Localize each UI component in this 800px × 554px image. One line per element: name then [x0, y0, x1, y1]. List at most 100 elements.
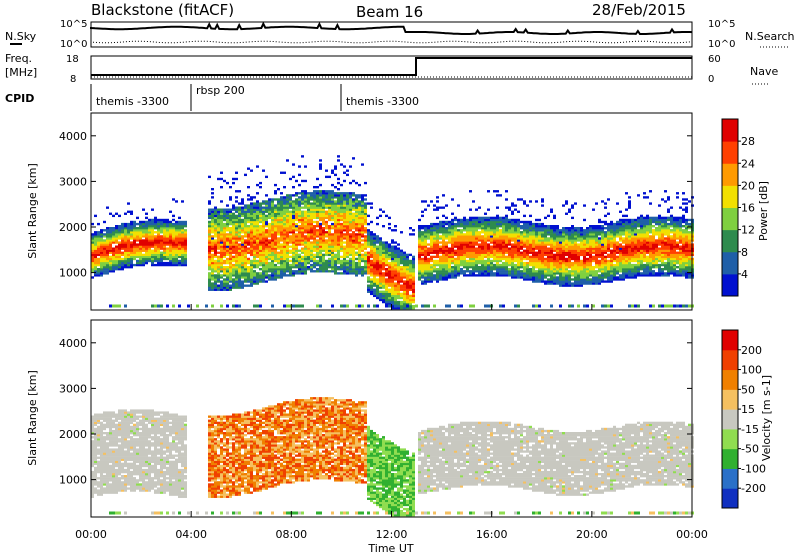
power-cell: [577, 237, 580, 240]
power-cell: [385, 268, 388, 271]
power-cell: [550, 253, 553, 257]
power-cell: [151, 259, 154, 263]
power-cell: [355, 202, 358, 205]
power-cell: [322, 222, 325, 226]
power-cell: [340, 239, 343, 242]
power-cell: [241, 268, 244, 271]
power-cell: [337, 239, 340, 242]
power-cell: [328, 253, 331, 257]
power-cell: [340, 196, 343, 199]
power-cell: [544, 227, 547, 230]
power-cell: [463, 218, 466, 222]
power-cell: [532, 276, 535, 279]
power-cell: [334, 192, 337, 195]
power-cell: [388, 298, 391, 302]
power-cell: [277, 270, 280, 273]
power-cell: [265, 272, 268, 275]
power-cell: [331, 270, 334, 273]
power-cell: [316, 198, 319, 201]
power-cell: [544, 270, 547, 273]
power-cell: [487, 225, 490, 228]
power-cell: [220, 241, 223, 244]
power-cell: [574, 239, 577, 242]
power-cell: [214, 255, 217, 259]
power-cell: [313, 253, 316, 257]
power-cell: [343, 235, 346, 238]
power-cell: [277, 208, 280, 211]
power-cell: [154, 243, 157, 246]
power-cell: [502, 274, 505, 277]
power-cell: [337, 235, 340, 238]
power-cell: [583, 204, 586, 207]
power-cell: [223, 214, 226, 218]
power-cell: [289, 235, 292, 238]
power-cell: [340, 204, 343, 207]
power-cell: [505, 274, 508, 277]
power-cell: [259, 239, 262, 242]
power-cell: [484, 225, 487, 228]
power-cell: [382, 278, 385, 281]
power-cell: [124, 247, 127, 250]
power-cell: [259, 272, 262, 275]
power-cell: [253, 255, 256, 259]
power-cell: [544, 280, 547, 283]
power-cell: [448, 257, 451, 261]
power-cell: [514, 272, 517, 275]
power-cell: [367, 268, 370, 271]
power-cell: [397, 302, 400, 306]
power-cell: [208, 249, 211, 252]
power-cell: [133, 243, 136, 246]
power-cell: [580, 249, 583, 252]
power-cell: [400, 288, 403, 291]
power-cell: [292, 163, 295, 166]
power-cell: [394, 294, 397, 298]
power-cell: [484, 227, 487, 230]
power-cell: [259, 253, 262, 257]
power-cell: [472, 239, 475, 242]
power-cell: [319, 206, 322, 209]
power-cell: [229, 186, 232, 189]
power-cell: [325, 212, 328, 215]
power-cell: [559, 259, 562, 263]
power-cell: [538, 276, 541, 279]
power-cell: [583, 251, 586, 254]
power-cell: [208, 251, 211, 254]
power-cell: [391, 259, 394, 263]
power-cell: [334, 229, 337, 232]
power-cell: [436, 253, 439, 257]
power-cell: [217, 280, 220, 283]
power-cell: [244, 231, 247, 234]
power-cell: [295, 202, 298, 205]
power-cell: [214, 229, 217, 232]
power-cell: [388, 304, 391, 308]
power-cell: [481, 259, 484, 263]
power-cell: [460, 220, 463, 224]
power-cell: [280, 247, 283, 250]
power-cell: [310, 245, 313, 248]
power-cell: [229, 253, 232, 257]
power-cell: [412, 294, 415, 298]
power-cell: [532, 263, 535, 267]
power-cell: [550, 210, 553, 213]
power-cell: [292, 206, 295, 209]
power-cell: [394, 253, 397, 257]
power-cell: [280, 225, 283, 228]
power-cell: [163, 222, 166, 226]
power-cell: [316, 200, 319, 203]
power-cell: [376, 245, 379, 248]
power-cell: [121, 235, 124, 238]
power-cell: [538, 227, 541, 230]
power-cell: [334, 196, 337, 199]
power-cell: [439, 227, 442, 230]
power-cell: [559, 241, 562, 244]
power-cell: [175, 255, 178, 259]
power-cell: [436, 272, 439, 275]
power-cell: [118, 229, 121, 232]
power-cell: [376, 247, 379, 250]
power-cell: [520, 235, 523, 238]
power-cell: [283, 268, 286, 271]
power-cell: [400, 270, 403, 273]
power-cell: [130, 233, 133, 236]
power-cell: [238, 272, 241, 275]
power-cell: [232, 231, 235, 234]
